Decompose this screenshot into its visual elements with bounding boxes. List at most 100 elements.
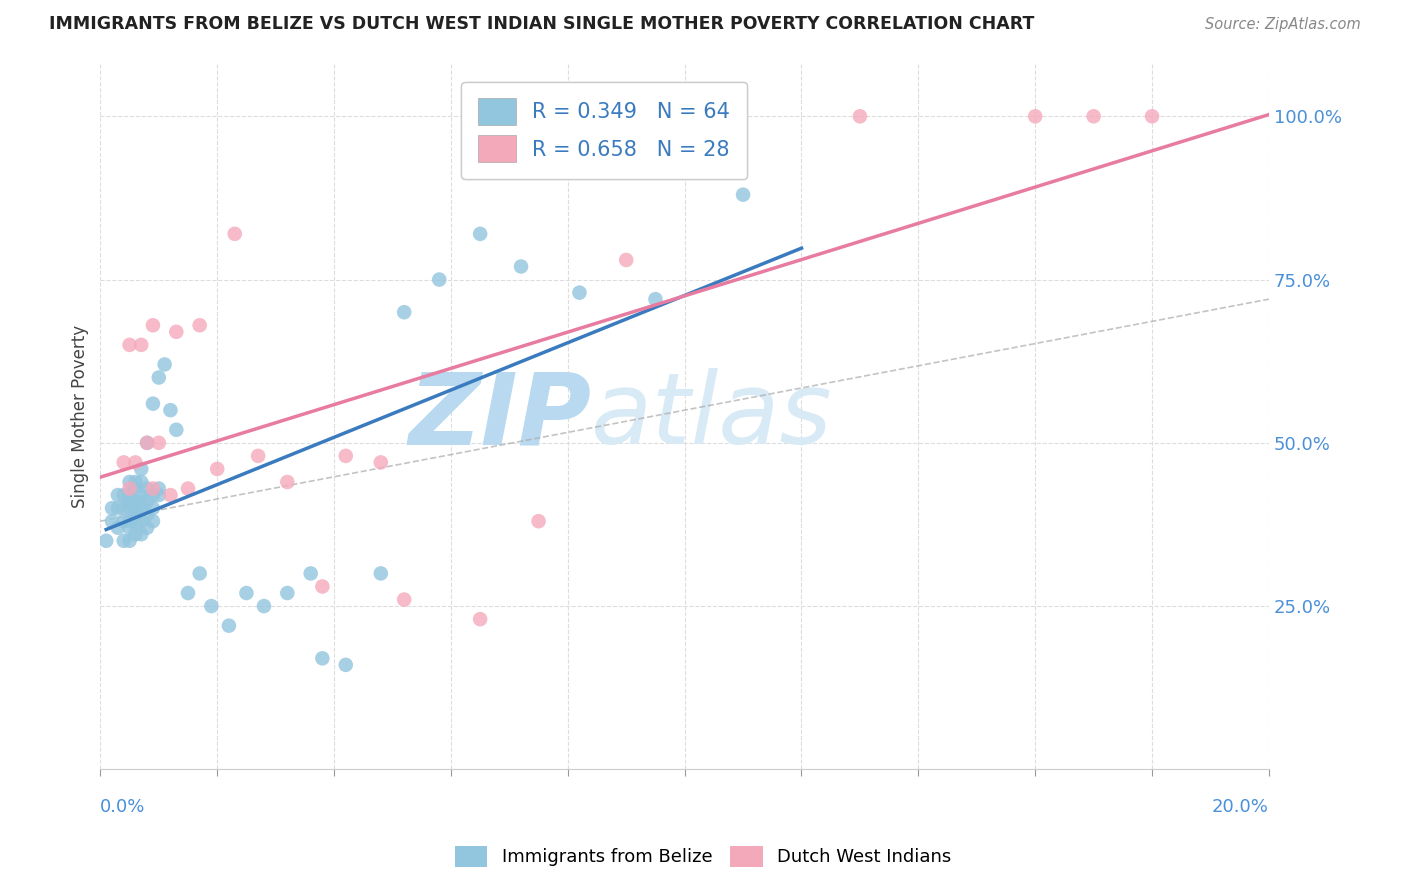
Point — [370, 566, 392, 581]
Point — [527, 514, 550, 528]
Point — [112, 488, 135, 502]
Point — [124, 514, 146, 528]
Point — [124, 494, 146, 508]
Point — [148, 370, 170, 384]
Point — [299, 566, 322, 581]
Text: atlas: atlas — [591, 368, 832, 466]
Point — [253, 599, 276, 613]
Point — [235, 586, 257, 600]
Point — [129, 514, 152, 528]
Point — [142, 397, 165, 411]
Point — [118, 514, 141, 528]
Point — [129, 527, 152, 541]
Point — [1024, 109, 1046, 123]
Point — [101, 501, 124, 516]
Point — [112, 455, 135, 469]
Point — [142, 488, 165, 502]
Point — [136, 435, 159, 450]
Point — [468, 612, 491, 626]
Point — [136, 521, 159, 535]
Point — [148, 488, 170, 502]
Point — [118, 475, 141, 489]
Point — [311, 580, 333, 594]
Legend: R = 0.349   N = 64, R = 0.658   N = 28: R = 0.349 N = 64, R = 0.658 N = 28 — [461, 81, 747, 178]
Point — [142, 318, 165, 333]
Point — [124, 508, 146, 522]
Point — [118, 488, 141, 502]
Point — [124, 455, 146, 469]
Text: 20.0%: 20.0% — [1212, 797, 1270, 815]
Text: 0.0%: 0.0% — [100, 797, 146, 815]
Point — [124, 527, 146, 541]
Point — [96, 533, 118, 548]
Point — [148, 435, 170, 450]
Point — [177, 586, 200, 600]
Point — [107, 521, 129, 535]
Point — [370, 455, 392, 469]
Point — [107, 488, 129, 502]
Point — [112, 501, 135, 516]
Point — [118, 501, 141, 516]
Point — [129, 488, 152, 502]
Point — [118, 482, 141, 496]
Point — [188, 566, 211, 581]
Point — [159, 403, 181, 417]
Point — [136, 494, 159, 508]
Text: IMMIGRANTS FROM BELIZE VS DUTCH WEST INDIAN SINGLE MOTHER POVERTY CORRELATION CH: IMMIGRANTS FROM BELIZE VS DUTCH WEST IND… — [49, 14, 1035, 32]
Point — [136, 508, 159, 522]
Point — [124, 475, 146, 489]
Point — [392, 305, 415, 319]
Point — [224, 227, 246, 241]
Point — [205, 462, 228, 476]
Point — [101, 514, 124, 528]
Point — [129, 475, 152, 489]
Point — [118, 494, 141, 508]
Point — [129, 501, 152, 516]
Point — [1140, 109, 1163, 123]
Point — [1083, 109, 1105, 123]
Point — [335, 449, 357, 463]
Y-axis label: Single Mother Poverty: Single Mother Poverty — [72, 326, 89, 508]
Point — [165, 325, 187, 339]
Point — [188, 318, 211, 333]
Point — [392, 592, 415, 607]
Point — [165, 423, 187, 437]
Point — [849, 109, 872, 123]
Point — [335, 657, 357, 672]
Text: Source: ZipAtlas.com: Source: ZipAtlas.com — [1205, 17, 1361, 31]
Point — [107, 501, 129, 516]
Point — [468, 227, 491, 241]
Point — [136, 435, 159, 450]
Point — [177, 482, 200, 496]
Point — [142, 501, 165, 516]
Text: ZIP: ZIP — [408, 368, 591, 466]
Point — [142, 514, 165, 528]
Point — [614, 252, 637, 267]
Point — [118, 533, 141, 548]
Point — [129, 462, 152, 476]
Point — [427, 272, 450, 286]
Point — [153, 358, 176, 372]
Point — [159, 488, 181, 502]
Point — [124, 501, 146, 516]
Point — [112, 514, 135, 528]
Point — [568, 285, 591, 300]
Point — [136, 482, 159, 496]
Point — [142, 482, 165, 496]
Point — [644, 292, 666, 306]
Point — [218, 618, 240, 632]
Point — [510, 260, 533, 274]
Point — [124, 482, 146, 496]
Point — [129, 494, 152, 508]
Point — [112, 533, 135, 548]
Point — [118, 521, 141, 535]
Point — [276, 475, 298, 489]
Point — [247, 449, 270, 463]
Point — [118, 338, 141, 352]
Legend: Immigrants from Belize, Dutch West Indians: Immigrants from Belize, Dutch West India… — [447, 838, 959, 874]
Point — [276, 586, 298, 600]
Point — [148, 482, 170, 496]
Point — [311, 651, 333, 665]
Point — [200, 599, 222, 613]
Point — [731, 187, 754, 202]
